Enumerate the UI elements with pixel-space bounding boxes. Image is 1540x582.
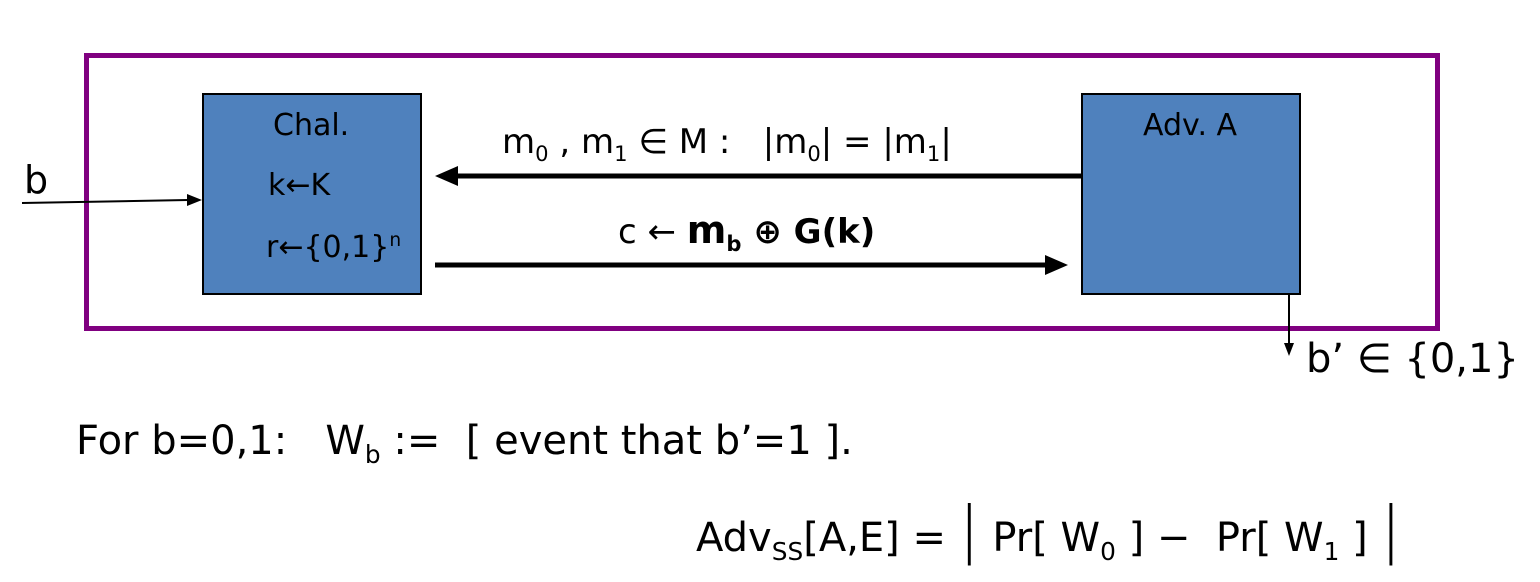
- experiment-frame: [84, 53, 1440, 331]
- input-b-label: b: [24, 158, 49, 202]
- challenger-title: Chal.: [273, 108, 350, 143]
- message-pair-label: m0 , m1 ∈ M : |m0| = |m1|: [502, 122, 952, 166]
- output-arrow: [1284, 295, 1294, 356]
- challenger-key-line: k←K: [268, 168, 331, 203]
- adversary-title: Adv. A: [1143, 108, 1238, 143]
- ciphertext-arrow-to-adversary: [435, 255, 1068, 275]
- ciphertext-label: c ← mb ⊕ G(k): [618, 208, 876, 256]
- adversary-box: [1081, 93, 1301, 295]
- message-arrow-to-challenger: [435, 166, 1081, 186]
- output-label: b’ ∈ {0,1}: [1306, 336, 1519, 382]
- challenger-box: [202, 93, 422, 295]
- challenger-random-line: r←{0,1}n: [266, 230, 402, 265]
- event-definition: For b=0,1: Wb := [ event that b’=1 ].: [76, 418, 853, 469]
- input-b-arrow: [21, 194, 202, 206]
- advantage-formula: AdvSS[A,E] = | Pr[ W0 ] − Pr[ W1 ] |: [696, 493, 1402, 567]
